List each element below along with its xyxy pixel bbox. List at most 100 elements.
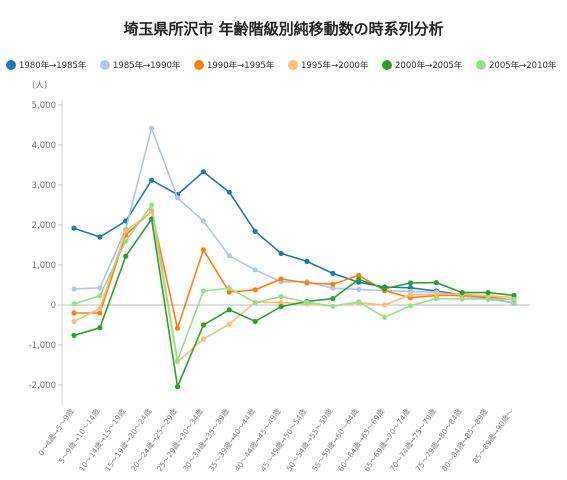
data-point [252, 318, 258, 324]
legend-item[interactable]: 1980年→1985年 [6, 59, 86, 73]
legend: 1980年→1985年 1985年→1990年 1990年→1995年 1995年→2… [6, 59, 566, 73]
data-point [226, 253, 232, 259]
data-point [407, 285, 414, 291]
x-tick-label: 60～64歳→65～69歳 [335, 406, 386, 473]
data-point [226, 307, 232, 313]
data-point [200, 336, 207, 342]
series-line [73, 216, 515, 390]
data-point [304, 299, 310, 305]
data-point [97, 285, 103, 291]
data-point [459, 296, 465, 302]
legend-marker [288, 60, 298, 70]
y-tick-label: 4,000 [32, 141, 56, 151]
data-point [226, 189, 232, 195]
data-point [149, 125, 155, 131]
data-point [123, 253, 129, 259]
data-point [278, 294, 284, 300]
data-point [356, 286, 362, 292]
data-point [71, 286, 77, 292]
data-point [407, 292, 414, 298]
legend-item[interactable]: 2005年→2010年 [476, 59, 556, 73]
data-point [149, 202, 155, 208]
data-point [71, 332, 77, 338]
legend-label: 1990年→1995年 [207, 61, 275, 71]
data-point [71, 301, 77, 307]
y-tick-label: -2,000 [29, 381, 56, 391]
y-tick-label: -1,000 [29, 341, 56, 351]
legend-item[interactable]: 2000年→2005年 [382, 59, 462, 73]
y-tick-label: 5,000 [32, 101, 56, 111]
data-point [278, 276, 284, 282]
legend-label: 2000年→2005年 [395, 61, 463, 71]
data-point [381, 314, 388, 320]
x-tick-label: 65～69歳→70～74歳 [361, 406, 412, 473]
data-point [252, 228, 258, 234]
data-point [304, 280, 310, 286]
legend-label: 2005年→2010年 [489, 61, 557, 71]
data-point [252, 300, 258, 306]
data-point [71, 310, 77, 316]
data-point [200, 247, 207, 253]
x-tick-label: 20～24歳→25～29歳 [128, 406, 179, 473]
data-point [330, 270, 336, 276]
data-point [381, 286, 388, 292]
legend-marker [382, 60, 392, 70]
data-point [330, 281, 336, 287]
data-point [278, 304, 284, 310]
x-tick-label: 80～84歳→85～89歳 [439, 406, 490, 473]
series-line [73, 202, 515, 364]
legend-item[interactable]: 1990年→1995年 [194, 59, 274, 73]
y-tick-label: 3,000 [32, 181, 56, 191]
data-point [252, 287, 258, 293]
data-point [200, 169, 207, 175]
data-point [330, 303, 336, 309]
data-point [278, 250, 284, 256]
data-point [278, 300, 284, 306]
legend-marker [100, 60, 110, 70]
legend-label: 1985年→1990年 [113, 61, 181, 71]
data-point [97, 306, 103, 312]
legend-marker [476, 60, 486, 70]
data-point [71, 225, 77, 231]
data-point [97, 325, 103, 331]
data-point [485, 290, 491, 296]
data-point [330, 285, 336, 291]
data-point [97, 310, 103, 316]
x-tick-label: 75～79歳→80～84歳 [413, 406, 464, 473]
chart-title: 埼玉県所沢市 年齢階級別純移動数の時系列分析 [123, 20, 444, 38]
data-point [174, 357, 181, 363]
x-tick-label: 70～74歳→75～79歳 [387, 406, 438, 473]
series-line [73, 125, 515, 304]
data-point [200, 288, 207, 294]
legend-marker [194, 60, 204, 70]
series-line [74, 209, 515, 332]
data-point [407, 280, 414, 286]
data-point [149, 177, 155, 183]
data-point [356, 299, 362, 305]
x-tick-label: 25～29歳→30～34歳 [154, 406, 205, 473]
legend-label: 1980年→1985年 [19, 61, 87, 71]
y-axis-unit: (人) [32, 81, 47, 91]
data-point [459, 290, 465, 296]
data-point [511, 292, 517, 298]
y-tick-label: 0 [51, 301, 56, 311]
legend-marker [6, 60, 16, 70]
data-point [71, 318, 77, 324]
data-point [174, 325, 181, 331]
x-tick-label: 40～44歳→45～49歳 [232, 406, 283, 473]
legend-label: 1995年→2000年 [301, 61, 369, 71]
data-point [330, 296, 336, 302]
data-point [381, 302, 388, 308]
series-line [73, 170, 515, 304]
data-point [407, 303, 414, 309]
data-point [356, 272, 362, 278]
legend-item[interactable]: 1995年→2000年 [288, 59, 368, 73]
data-point [123, 228, 129, 234]
legend-item[interactable]: 1985年→1990年 [100, 59, 180, 73]
data-point [200, 218, 207, 224]
data-point [511, 296, 517, 302]
y-tick-label: 1,000 [32, 261, 56, 271]
data-point [433, 280, 439, 286]
data-point [200, 322, 207, 328]
